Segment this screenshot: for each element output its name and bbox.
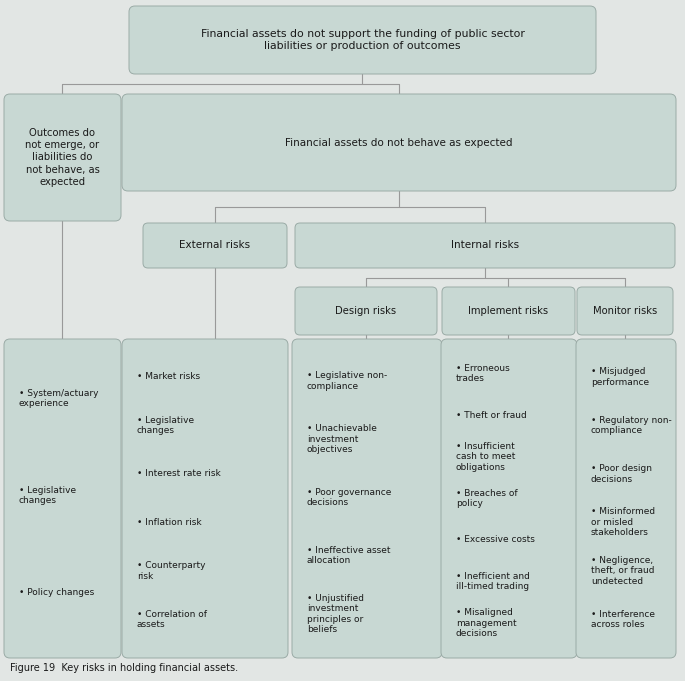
Text: • Misinformed
or misled
stakeholders: • Misinformed or misled stakeholders [591,507,655,537]
Text: • Unachievable
investment
objectives: • Unachievable investment objectives [307,424,377,454]
Text: Design risks: Design risks [336,306,397,316]
Text: Implement risks: Implement risks [469,306,549,316]
Text: Financial assets do not behave as expected: Financial assets do not behave as expect… [285,138,513,148]
Text: Monitor risks: Monitor risks [593,306,657,316]
Text: • Correlation of
assets: • Correlation of assets [137,609,207,629]
Text: • Legislative
changes: • Legislative changes [19,486,76,505]
Text: • Interest rate risk: • Interest rate risk [137,469,221,478]
FancyBboxPatch shape [576,339,676,658]
FancyBboxPatch shape [441,339,577,658]
Text: • Theft or fraud: • Theft or fraud [456,411,527,419]
FancyBboxPatch shape [4,94,121,221]
Text: • Erroneous
trades: • Erroneous trades [456,364,510,383]
Text: • Unjustified
investment
principles or
beliefs: • Unjustified investment principles or b… [307,594,364,634]
FancyBboxPatch shape [129,6,596,74]
Text: Financial assets do not support the funding of public sector
liabilities or prod: Financial assets do not support the fund… [201,29,525,51]
Text: • Counterparty
risk: • Counterparty risk [137,561,206,580]
FancyBboxPatch shape [577,287,673,335]
Text: • Poor design
decisions: • Poor design decisions [591,464,652,484]
FancyBboxPatch shape [295,223,675,268]
Text: • Insufficient
cash to meet
obligations: • Insufficient cash to meet obligations [456,442,515,472]
FancyBboxPatch shape [292,339,442,658]
Text: • Misjudged
performance: • Misjudged performance [591,367,649,387]
FancyBboxPatch shape [4,339,121,658]
Text: • Market risks: • Market risks [137,373,200,381]
Text: Outcomes do
not emerge, or
liabilities do
not behave, as
expected: Outcomes do not emerge, or liabilities d… [25,128,99,187]
FancyBboxPatch shape [122,339,288,658]
Text: External risks: External risks [179,240,251,251]
Text: • Inflation risk: • Inflation risk [137,518,201,527]
Text: • Inefficient and
ill-timed trading: • Inefficient and ill-timed trading [456,572,530,591]
Text: • Negligence,
theft, or fraud
undetected: • Negligence, theft, or fraud undetected [591,556,654,586]
Text: • Legislative non-
compliance: • Legislative non- compliance [307,372,387,391]
Text: • Legislative
changes: • Legislative changes [137,415,194,435]
FancyBboxPatch shape [122,94,676,191]
Text: • System/actuary
experience: • System/actuary experience [19,389,99,409]
FancyBboxPatch shape [442,287,575,335]
FancyBboxPatch shape [295,287,437,335]
Text: • Policy changes: • Policy changes [19,588,95,597]
Text: • Ineffective asset
allocation: • Ineffective asset allocation [307,546,390,565]
Text: • Regulatory non-
compliance: • Regulatory non- compliance [591,415,672,435]
Text: Figure 19  Key risks in holding financial assets.: Figure 19 Key risks in holding financial… [10,663,238,673]
Text: • Excessive costs: • Excessive costs [456,535,535,545]
Text: • Interference
across roles: • Interference across roles [591,609,655,629]
Text: • Poor governance
decisions: • Poor governance decisions [307,488,391,507]
FancyBboxPatch shape [143,223,287,268]
Text: • Misaligned
management
decisions: • Misaligned management decisions [456,608,516,638]
Text: • Breaches of
policy: • Breaches of policy [456,489,518,508]
Text: Internal risks: Internal risks [451,240,519,251]
